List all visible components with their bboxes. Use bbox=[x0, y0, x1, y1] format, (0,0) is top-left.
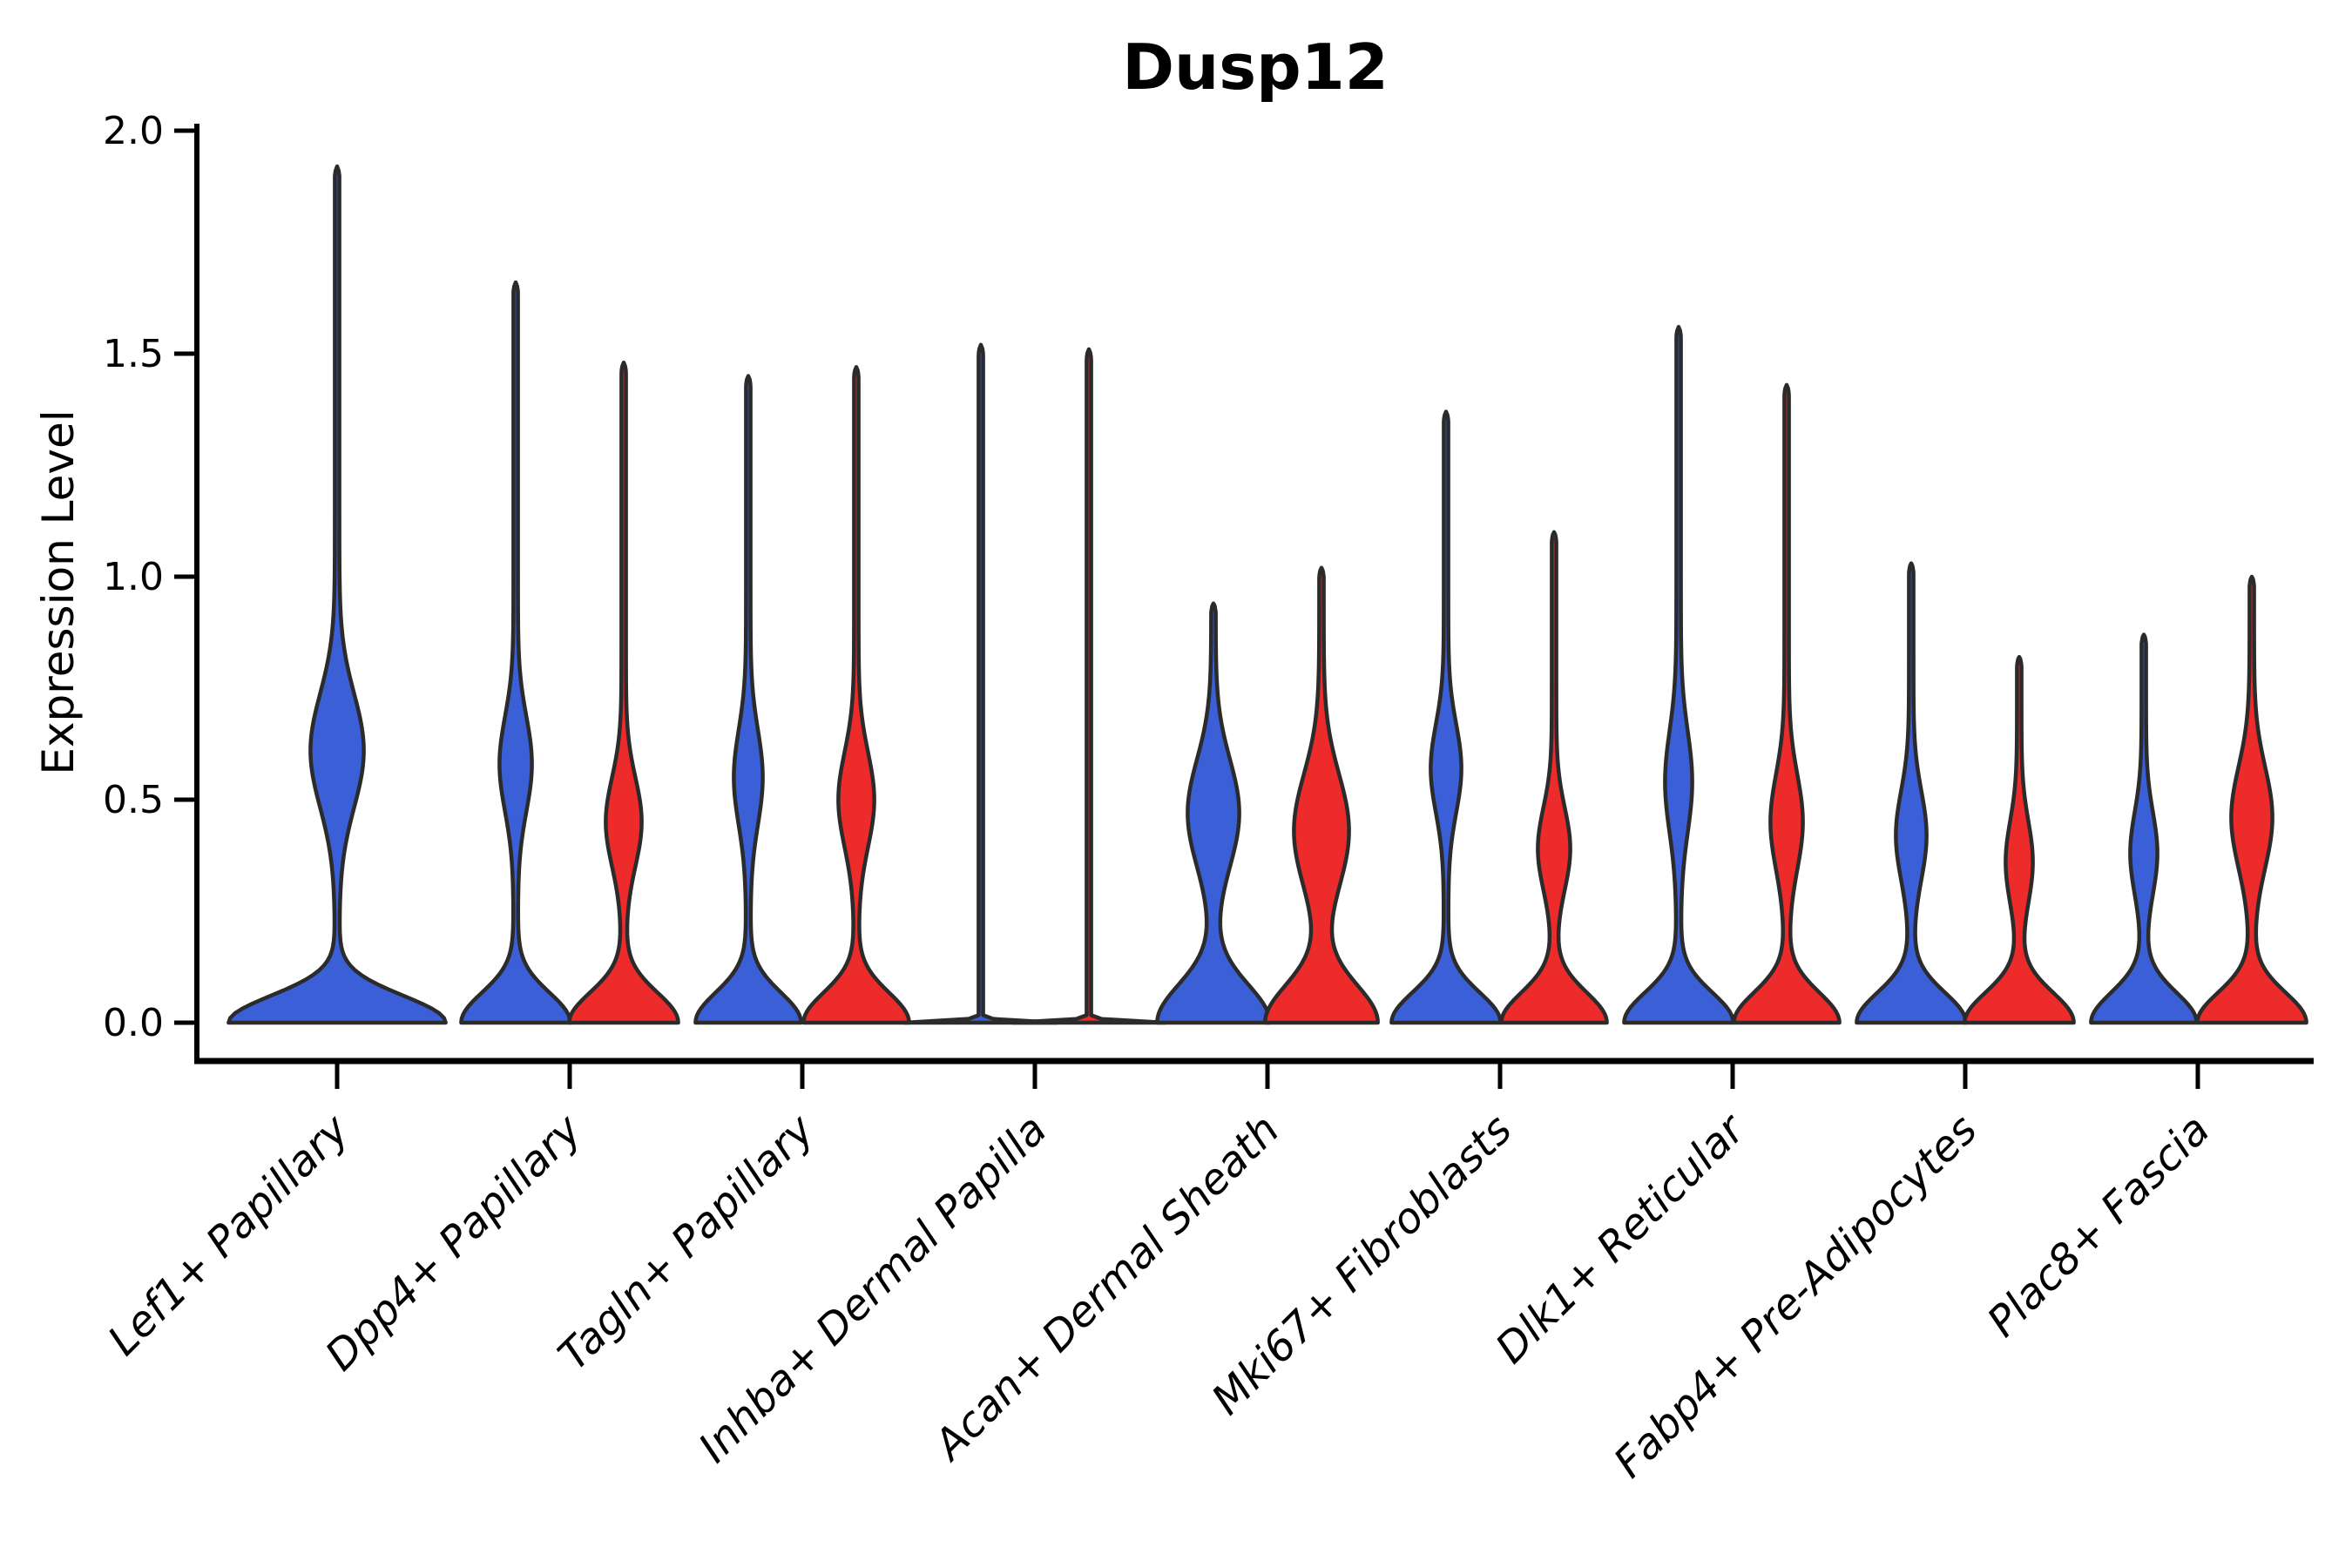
x-tick-label: Tagln+ Papillary bbox=[549, 1105, 824, 1380]
violin-2-red bbox=[801, 365, 911, 1025]
violin-0-blue bbox=[226, 164, 448, 1025]
chart-title: Dusp12 bbox=[1122, 30, 1389, 104]
violin-5-red bbox=[1499, 530, 1609, 1025]
y-tick-label: 0.5 bbox=[103, 778, 164, 822]
violin-8-red bbox=[2195, 574, 2308, 1025]
violin-1-blue bbox=[459, 280, 572, 1025]
violin-6-blue bbox=[1622, 325, 1735, 1025]
y-tick-label: 2.0 bbox=[103, 109, 164, 153]
violin-7-red bbox=[1963, 654, 2076, 1025]
y-tick-label: 0.0 bbox=[103, 1001, 164, 1045]
x-tick-label: Dpp4+ Papillary bbox=[316, 1105, 591, 1380]
y-tick-label: 1.5 bbox=[103, 332, 164, 376]
violin-1-red bbox=[567, 360, 680, 1025]
violin-4-red bbox=[1263, 565, 1380, 1025]
x-tick-label: Plac8+ Fascia bbox=[1978, 1105, 2220, 1347]
violin-4-blue bbox=[1155, 601, 1272, 1025]
violin-8-blue bbox=[2089, 632, 2199, 1025]
x-tick-label: Lef1+ Papillary bbox=[98, 1105, 359, 1365]
violin-7-blue bbox=[1855, 561, 1968, 1025]
violin-3-red bbox=[1010, 347, 1167, 1025]
x-tick-label: Dlk1+ Reticular bbox=[1486, 1104, 1756, 1374]
violins-layer bbox=[226, 164, 2308, 1025]
violin-6-red bbox=[1732, 382, 1842, 1025]
y-tick-label: 1.0 bbox=[103, 555, 164, 599]
violin-3-blue bbox=[902, 342, 1059, 1025]
violin-2-blue bbox=[693, 374, 803, 1025]
y-axis-label: Expression Level bbox=[33, 409, 84, 774]
violin-5-blue bbox=[1389, 409, 1503, 1025]
